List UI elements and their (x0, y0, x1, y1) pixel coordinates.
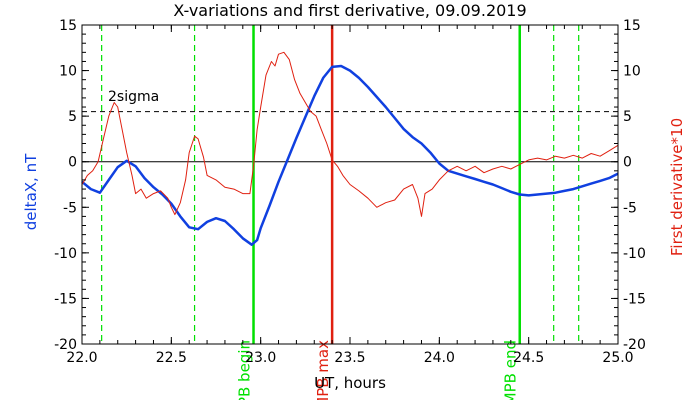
y-tick-label-right-4: -5 (623, 200, 637, 216)
y-tick-label-left-5: -10 (54, 246, 77, 262)
sigma-label: 2sigma (108, 89, 159, 105)
x-tick-label-2: 23.0 (245, 350, 276, 366)
x-axis-label: UT, hours (314, 374, 386, 392)
x-tick-label-1: 22.5 (156, 350, 187, 366)
y-tick-label-left-3: 0 (68, 155, 77, 171)
y-tick-label-left-7: -20 (54, 337, 77, 353)
series-lines (81, 51, 619, 246)
y-tick-label-right-7: -20 (623, 337, 646, 353)
axis-ticks: 22.0 22.5 23.0 23.5 24.0 24.5 25.0 15 15 10 10 5 5 0 0… (54, 18, 646, 366)
y-tick-label-left-0: 15 (59, 18, 77, 34)
y-tick-label-left-1: 10 (59, 64, 77, 80)
x-tick-label-6: 25.0 (602, 350, 633, 366)
chart-title: X-variations and first derivative, 09.09… (173, 1, 526, 20)
y-tick-label-right-6: -15 (623, 291, 646, 307)
x-tick-label-4: 24.0 (424, 350, 455, 366)
x-tick-label-5: 24.5 (513, 350, 544, 366)
x-tick-label-3: 23.5 (334, 350, 365, 366)
y-tick-label-left-6: -15 (54, 291, 77, 307)
x-tick-label-0: 22.0 (66, 350, 97, 366)
y-axis-label-right: First derivative*10 (668, 118, 686, 256)
vline-label-2: MPB begin (236, 340, 254, 400)
event-markers: MPB begin MPB max MPB end (101, 25, 580, 400)
series-1 (81, 51, 619, 217)
vline-label-3: MPB max (314, 340, 332, 400)
y-tick-label-right-0: 15 (623, 18, 641, 34)
reference-lines (82, 111, 618, 163)
y-axis-label-left: deltaX, nT (22, 153, 40, 230)
vline-label-4: MPB end (502, 340, 520, 400)
y-tick-label-right-1: 10 (623, 64, 641, 80)
series-0 (81, 64, 619, 246)
y-tick-label-right-3: 0 (623, 155, 632, 171)
y-tick-label-left-4: -5 (63, 200, 77, 216)
y-tick-label-right-2: 5 (623, 109, 632, 125)
y-tick-label-left-2: 5 (68, 109, 77, 125)
y-tick-label-right-5: -10 (623, 246, 646, 262)
